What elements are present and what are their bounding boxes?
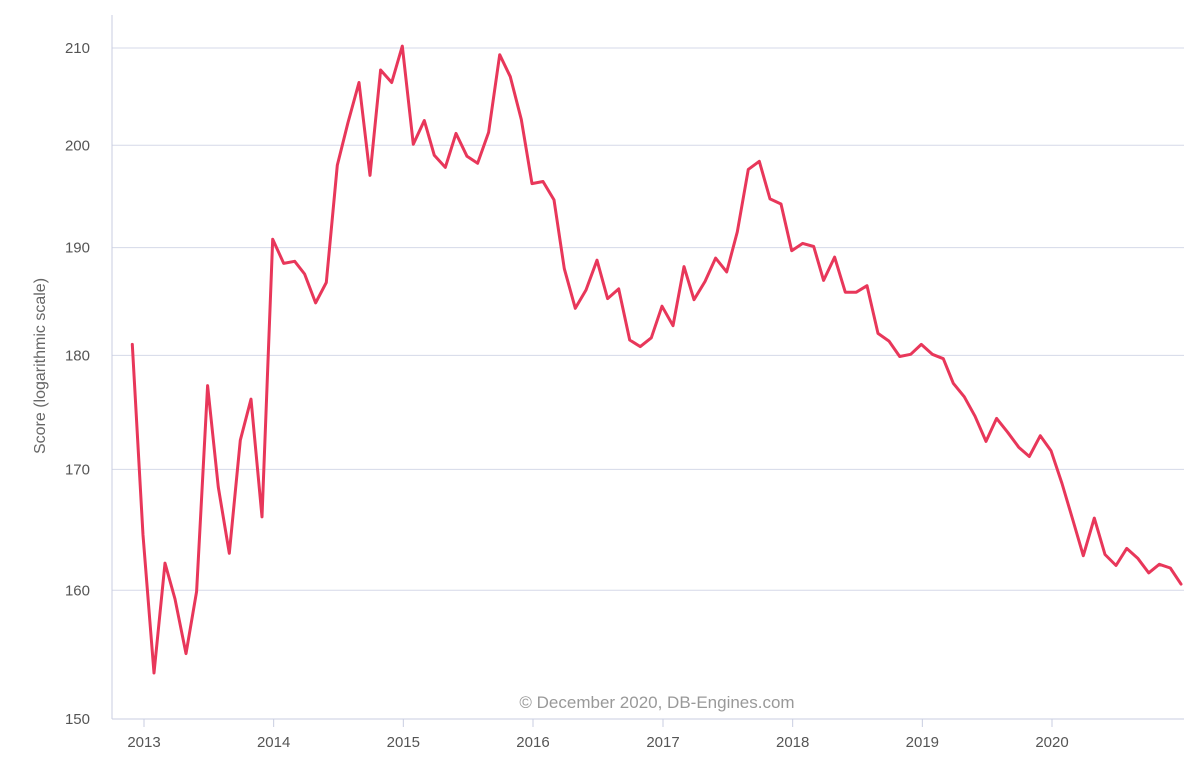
- y-axis-title: Score (logarithmic scale): [32, 278, 49, 454]
- grid: [112, 47, 1184, 591]
- x-tick-label: 2019: [906, 734, 939, 751]
- series-line: [130, 44, 1183, 675]
- series-group: [130, 44, 1183, 675]
- y-tick-label: 200: [65, 137, 90, 154]
- x-tick-label: 2018: [776, 734, 809, 751]
- y-tick-label: 150: [65, 711, 90, 728]
- y-tick-label: 210: [65, 40, 90, 57]
- x-tick-label: 2015: [387, 734, 420, 751]
- y-tick-labels: 150 160 170 180 190 200 210: [65, 40, 90, 728]
- x-tick-label: 2017: [646, 734, 679, 751]
- y-tick-label: 170: [65, 461, 90, 478]
- x-tick-labels: 2013 2014 2015 2016 2017 2018 2019 2020: [127, 719, 1069, 751]
- y-tick-label: 160: [65, 582, 90, 599]
- y-tick-label: 180: [65, 347, 90, 364]
- x-tick-label: 2014: [257, 734, 290, 751]
- x-tick-label: 2016: [516, 734, 549, 751]
- y-tick-label: 190: [65, 240, 90, 257]
- x-tick-label: 2020: [1035, 734, 1068, 751]
- x-tick-label: 2013: [127, 734, 160, 751]
- copyright-credit: © December 2020, DB-Engines.com: [519, 693, 794, 712]
